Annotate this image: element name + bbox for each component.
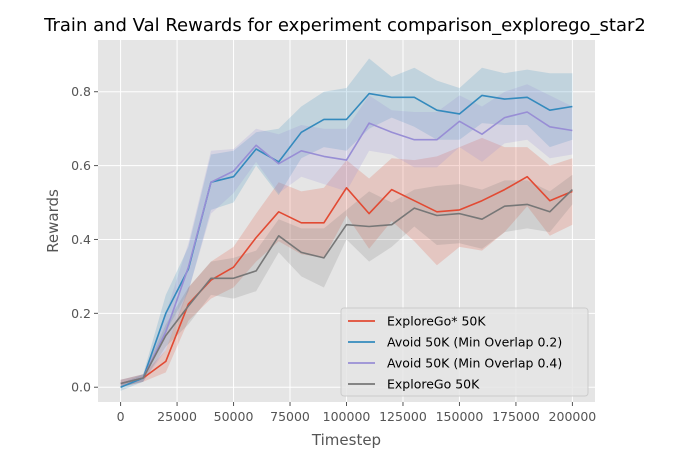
x-tick-label: 175000 <box>492 409 540 424</box>
confidence-band <box>120 174 573 388</box>
x-tick-label: 75000 <box>270 409 310 424</box>
y-tick-label: 0.8 <box>71 84 91 99</box>
legend-label: ExploreGo* 50K <box>387 314 486 329</box>
x-tick-label: 200000 <box>549 409 597 424</box>
legend-label: Avoid 50K (Min Overlap 0.2) <box>387 335 562 350</box>
y-axis-label: Rewards <box>44 189 62 253</box>
x-axis-label: Timestep <box>311 431 381 449</box>
confidence-band <box>120 137 573 388</box>
legend-box <box>340 307 589 397</box>
series-line <box>120 111 573 385</box>
legend-label: ExploreGo 50K <box>387 377 480 392</box>
legend-label: Avoid 50K (Min Overlap 0.4) <box>387 356 562 371</box>
x-tick-label: 150000 <box>436 409 484 424</box>
y-axis-ticks: 0.0 0.2 0.4 0.6 0.8 <box>71 84 98 395</box>
y-tick-label: 0.2 <box>71 306 91 321</box>
confidence-bands <box>120 58 573 391</box>
series-lines <box>120 92 573 388</box>
x-tick-label: 50000 <box>214 409 254 424</box>
y-tick-label: 0.4 <box>71 232 91 247</box>
x-tick-label: 125000 <box>379 409 427 424</box>
y-tick-label: 0.0 <box>71 380 91 395</box>
x-tick-label: 0 <box>117 409 125 424</box>
confidence-band <box>120 58 573 391</box>
x-tick-label: 25000 <box>157 409 197 424</box>
x-tick-label: 100000 <box>323 409 371 424</box>
chart-title: Train and Val Rewards for experiment com… <box>43 15 646 36</box>
y-tick-label: 0.6 <box>71 158 91 173</box>
x-axis-ticks: 0 25000 50000 75000 100000 125000 150000 175000… <box>117 402 597 424</box>
series-line <box>120 189 573 385</box>
confidence-band <box>120 84 573 388</box>
legend: ExploreGo* 50K Avoid 50K (Min Overlap 0.2… <box>340 307 589 397</box>
